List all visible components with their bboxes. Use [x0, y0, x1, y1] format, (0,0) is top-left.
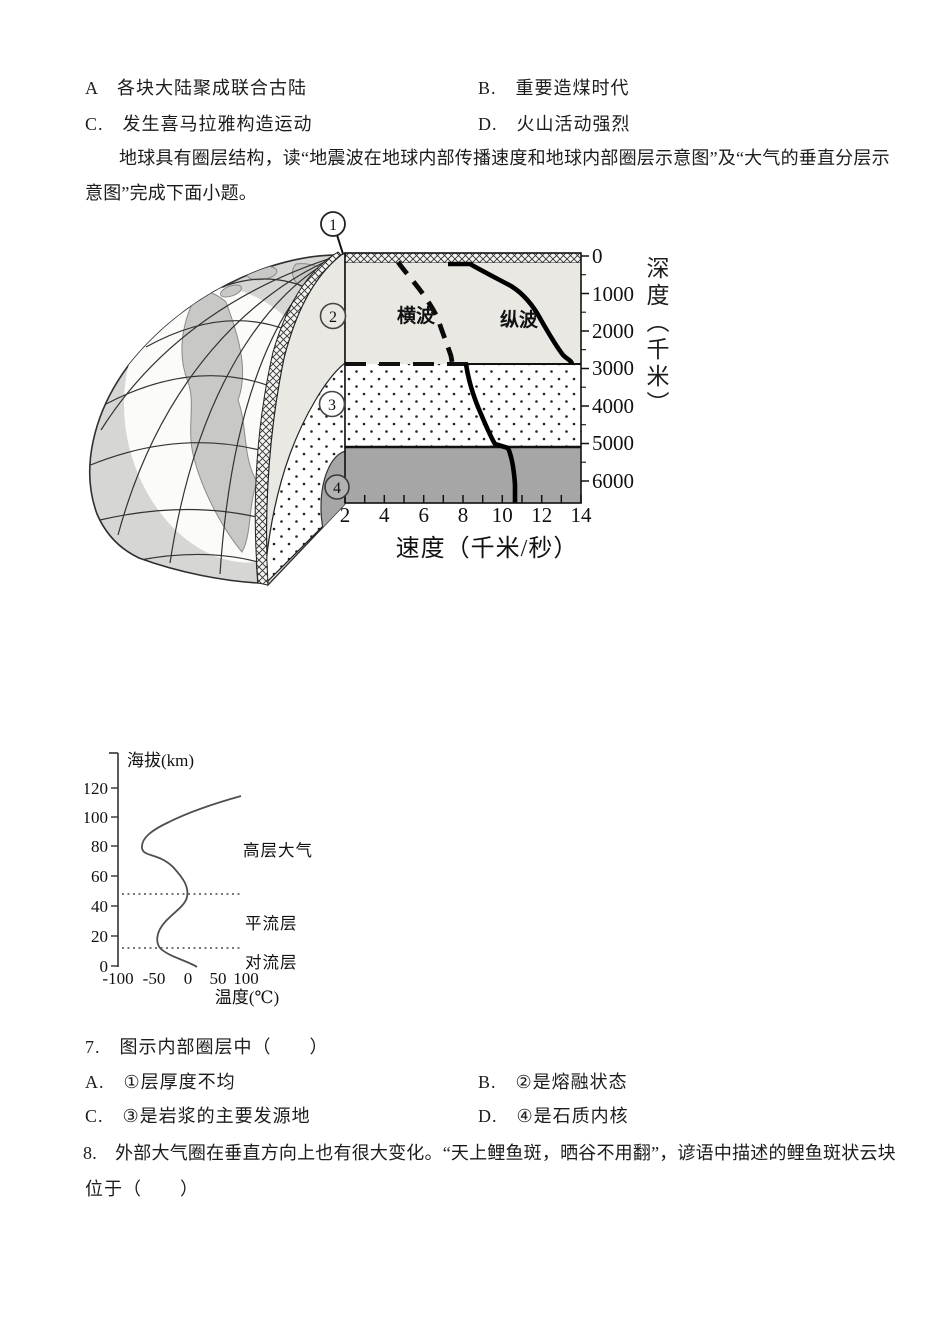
layer2-circle — [319, 302, 347, 330]
svg-text:3000: 3000 — [592, 356, 634, 380]
temperature-profile-curve — [141, 795, 242, 968]
layer1-circle — [320, 211, 346, 237]
depth-axis-ticks — [581, 255, 589, 482]
layer4-circle — [324, 474, 350, 500]
layer-callouts: 1 2 3 4 — [318, 211, 350, 500]
cutface-outer-core-dots — [266, 361, 345, 585]
troposphere-label: 对流层 — [245, 953, 298, 972]
atmosphere-region-labels: 高层大气 平流层 对流层 — [243, 841, 313, 972]
svg-text:0: 0 — [592, 244, 603, 268]
layer1-leader-line — [336, 234, 344, 255]
svg-text:10: 10 — [492, 503, 513, 527]
svg-text:40: 40 — [91, 897, 108, 916]
stratosphere-label: 平流层 — [245, 914, 298, 933]
svg-text:12: 12 — [531, 503, 552, 527]
svg-text:5000: 5000 — [592, 431, 634, 455]
question7-option-a: A. ①层厚度不均 — [85, 1072, 236, 1092]
svg-text:14: 14 — [571, 503, 593, 527]
altitude-axis — [109, 752, 119, 967]
speed-axis-ticks — [344, 495, 582, 503]
svg-text:4000: 4000 — [592, 394, 634, 418]
altitude-axis-ticks — [111, 787, 118, 967]
intro-paragraph-line1: 地球具有圈层结构，读“地震波在地球内部传播速度和地球内部圈层示意图”及“大气的垂… — [119, 148, 890, 168]
intro-paragraph-line2: 意图”完成下面小题。 — [85, 183, 257, 203]
svg-text:100: 100 — [85, 808, 108, 827]
svg-text:-50: -50 — [143, 969, 166, 988]
speed-axis-title: 速度（千米/秒） — [396, 535, 579, 562]
svg-text:60: 60 — [91, 867, 108, 886]
question7-option-c: C. ③是岩浆的主要发源地 — [85, 1106, 311, 1126]
graph-crust-strip — [344, 252, 582, 264]
p-wave-curve — [448, 261, 575, 503]
layer3-circle — [318, 390, 346, 418]
prev-option-d: D. 火山活动强烈 — [478, 114, 631, 134]
layer4-digit: 4 — [333, 480, 341, 497]
question7-option-b: B. ②是熔融状态 — [478, 1072, 628, 1092]
svg-text:6: 6 — [418, 503, 429, 527]
question7-option-d: D. ④是石质内核 — [478, 1106, 629, 1126]
seismic-velocity-graph: 横波 纵波 0 1000 2000 3000 4000 5000 6000 — [340, 244, 634, 562]
prev-option-c: C. 发生喜马拉雅构造运动 — [85, 114, 313, 134]
svg-text:6000: 6000 — [592, 469, 634, 493]
depth-axis-labels: 0 1000 2000 3000 4000 5000 6000 — [592, 244, 634, 493]
altitude-axis-labels: 120 100 80 60 40 20 0 — [85, 779, 108, 976]
svg-text:80: 80 — [91, 837, 108, 856]
crust-band — [254, 251, 342, 586]
atmosphere-layers-figure: 120 100 80 60 40 20 0 海拔(km) -100 -50 0 … — [85, 751, 313, 1007]
svg-text:8: 8 — [458, 503, 469, 527]
graph-mantle-band — [345, 263, 581, 364]
svg-text:-100: -100 — [102, 969, 133, 988]
graph-outer-core-dots — [345, 364, 581, 447]
prev-option-a: A 各块大陆聚成联合古陆 — [85, 78, 308, 98]
svg-text:1000: 1000 — [592, 282, 634, 306]
depth-axis-title: 深度（千米） — [643, 256, 668, 418]
speed-axis-labels: 2 4 6 8 10 12 14 — [340, 503, 592, 527]
layer2-digit: 2 — [329, 309, 337, 326]
altitude-axis-title: 海拔(km) — [127, 751, 194, 770]
question7-stem: 7. 图示内部圈层中（ ） — [85, 1037, 329, 1057]
s-wave-curve — [396, 260, 455, 363]
layer3-digit: 3 — [328, 397, 336, 414]
temperature-axis-title: 温度(℃) — [215, 988, 279, 1007]
s-wave-label: 横波 — [397, 304, 436, 327]
p-wave-label: 纵波 — [500, 308, 539, 331]
layer-boundary-lines — [122, 893, 243, 949]
upper-atmosphere-label: 高层大气 — [243, 841, 313, 860]
layer1-digit: 1 — [329, 217, 337, 234]
svg-text:100: 100 — [233, 969, 259, 988]
question8-line1: 8. 外部大气圈在垂直方向上也有很大变化。“天上鲤鱼斑，晒谷不用翻”，谚语中描述… — [83, 1143, 896, 1163]
svg-text:20: 20 — [91, 927, 108, 946]
globe-cutaway — [88, 251, 346, 587]
graph-inner-core-band — [345, 447, 581, 503]
svg-text:2000: 2000 — [592, 319, 634, 343]
svg-text:0: 0 — [100, 957, 109, 976]
prev-option-b: B. 重要造煤时代 — [478, 78, 630, 98]
question8-line2: 位于（ ） — [85, 1179, 199, 1199]
temperature-axis-labels: -100 -50 0 50 100 — [102, 969, 258, 988]
svg-text:0: 0 — [184, 969, 193, 988]
svg-text:2: 2 — [340, 503, 351, 527]
svg-text:120: 120 — [85, 779, 108, 798]
svg-text:50: 50 — [210, 969, 227, 988]
svg-text:4: 4 — [379, 503, 390, 527]
earth-interior-seismic-figure: 横波 纵波 0 1000 2000 3000 4000 5000 6000 — [88, 211, 634, 587]
